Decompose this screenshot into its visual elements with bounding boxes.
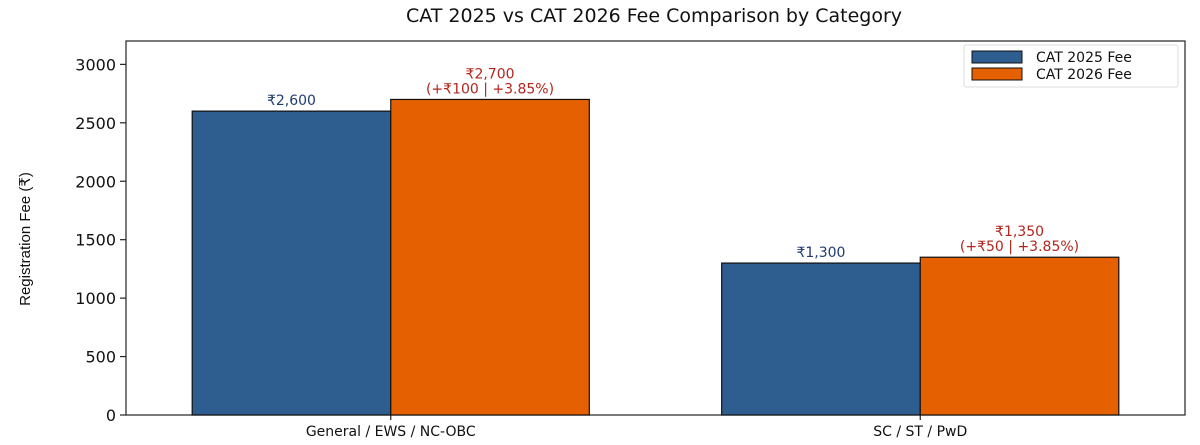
y-axis-label: Registration Fee (₹) bbox=[17, 172, 34, 306]
x-tick-label: SC / ST / PwD bbox=[873, 424, 967, 440]
y-tick-label: 500 bbox=[85, 348, 116, 367]
y-tick-label: 1000 bbox=[75, 289, 116, 308]
chart-title: CAT 2025 vs CAT 2026 Fee Comparison by C… bbox=[406, 5, 902, 27]
bar-cat2025 bbox=[191, 110, 392, 416]
bar-cat2026 bbox=[390, 98, 590, 416]
data-label: (+₹50 | +3.85%) bbox=[960, 239, 1079, 255]
y-tick-label: 1500 bbox=[75, 231, 116, 250]
y-tick-label: 2000 bbox=[75, 172, 116, 191]
x-tick-label: General / EWS / NC-OBC bbox=[306, 424, 476, 440]
data-label: (+₹100 | +3.85%) bbox=[426, 81, 554, 97]
y-tick-label: 2500 bbox=[75, 114, 116, 133]
y-tick-label: 0 bbox=[106, 406, 116, 425]
legend-swatch bbox=[971, 67, 1023, 81]
data-label: ₹2,700 bbox=[466, 66, 515, 82]
bar-cat2025 bbox=[721, 262, 921, 416]
y-tick-label: 3000 bbox=[75, 55, 116, 74]
data-label: ₹1,300 bbox=[796, 245, 845, 261]
bar-cat2026 bbox=[919, 256, 1120, 416]
data-label: ₹2,600 bbox=[267, 93, 316, 109]
plot-area: 0 500 1000 1500 2000 2500 3000 General / EWS / … bbox=[75, 40, 1186, 440]
data-label: ₹1,350 bbox=[995, 224, 1044, 240]
legend-label: CAT 2025 Fee bbox=[1036, 50, 1132, 66]
plot-frame bbox=[125, 40, 1186, 416]
legend-swatch bbox=[971, 50, 1023, 64]
legend-label: CAT 2026 Fee bbox=[1036, 67, 1132, 83]
